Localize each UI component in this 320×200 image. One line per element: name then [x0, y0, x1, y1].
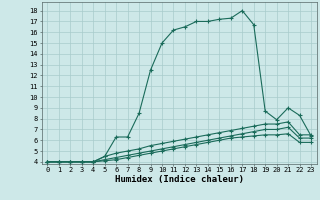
- X-axis label: Humidex (Indice chaleur): Humidex (Indice chaleur): [115, 175, 244, 184]
